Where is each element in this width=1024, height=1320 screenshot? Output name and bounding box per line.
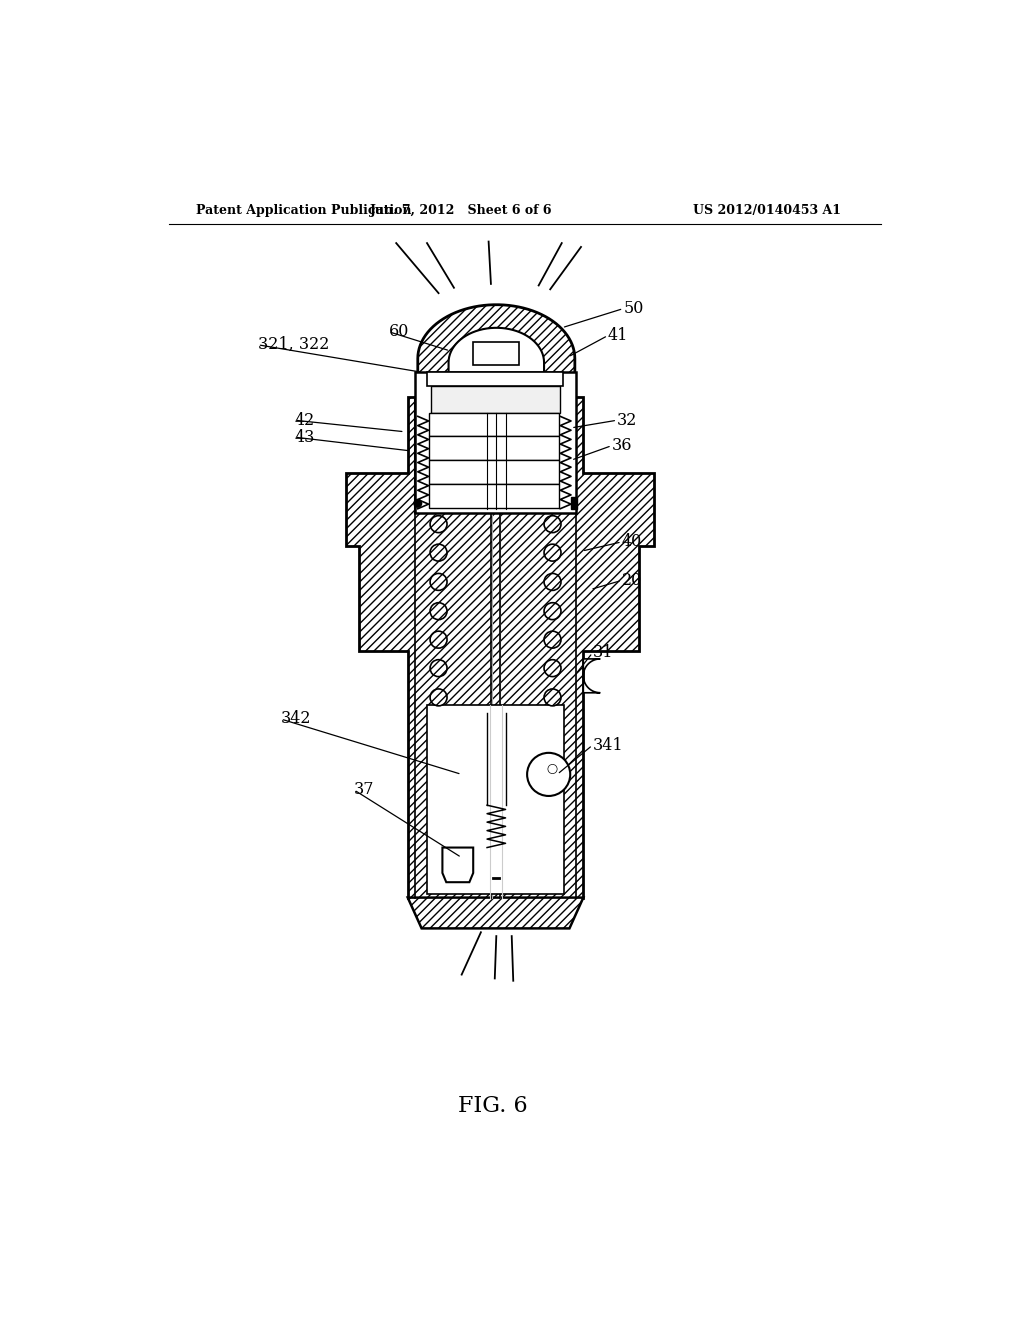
- Text: 32: 32: [617, 412, 638, 429]
- Text: 60: 60: [388, 323, 409, 341]
- Text: Patent Application Publication: Patent Application Publication: [196, 205, 412, 218]
- Polygon shape: [418, 305, 574, 397]
- Ellipse shape: [544, 573, 561, 590]
- Text: Jun. 7, 2012   Sheet 6 of 6: Jun. 7, 2012 Sheet 6 of 6: [371, 205, 553, 218]
- Ellipse shape: [430, 603, 447, 619]
- Text: 341: 341: [593, 737, 624, 754]
- Polygon shape: [416, 372, 575, 512]
- Text: 321, 322: 321, 322: [258, 337, 329, 354]
- Ellipse shape: [430, 689, 447, 706]
- Text: 40: 40: [622, 533, 642, 550]
- Ellipse shape: [544, 516, 561, 533]
- Bar: [429, 413, 559, 437]
- Ellipse shape: [430, 660, 447, 677]
- Polygon shape: [408, 898, 584, 928]
- Text: 20: 20: [622, 572, 642, 589]
- Polygon shape: [427, 705, 564, 894]
- Text: 50: 50: [624, 300, 644, 317]
- Ellipse shape: [430, 544, 447, 561]
- Ellipse shape: [544, 603, 561, 619]
- Text: 37: 37: [354, 781, 375, 799]
- Text: 41: 41: [608, 327, 629, 345]
- Polygon shape: [416, 397, 490, 512]
- Polygon shape: [442, 847, 473, 882]
- Circle shape: [548, 764, 557, 774]
- Ellipse shape: [430, 573, 447, 590]
- Ellipse shape: [544, 544, 561, 561]
- Text: 42: 42: [295, 412, 314, 429]
- Text: 31: 31: [593, 644, 613, 661]
- Circle shape: [414, 499, 422, 507]
- Bar: [427, 372, 563, 385]
- Ellipse shape: [430, 516, 447, 533]
- Polygon shape: [500, 397, 575, 512]
- Ellipse shape: [544, 660, 561, 677]
- Ellipse shape: [430, 631, 447, 648]
- Text: FIG. 6: FIG. 6: [458, 1094, 527, 1117]
- Bar: [431, 385, 560, 412]
- Text: US 2012/0140453 A1: US 2012/0140453 A1: [692, 205, 841, 218]
- Ellipse shape: [544, 689, 561, 706]
- Text: 36: 36: [611, 437, 632, 454]
- Circle shape: [527, 752, 570, 796]
- Polygon shape: [571, 498, 578, 508]
- Polygon shape: [449, 327, 544, 397]
- Bar: [429, 484, 559, 508]
- Bar: [473, 342, 519, 364]
- Polygon shape: [584, 659, 600, 693]
- Bar: [429, 437, 559, 461]
- Ellipse shape: [544, 631, 561, 648]
- Bar: [429, 461, 559, 484]
- Polygon shape: [346, 397, 654, 898]
- Text: 342: 342: [281, 710, 311, 727]
- Text: 43: 43: [295, 429, 315, 446]
